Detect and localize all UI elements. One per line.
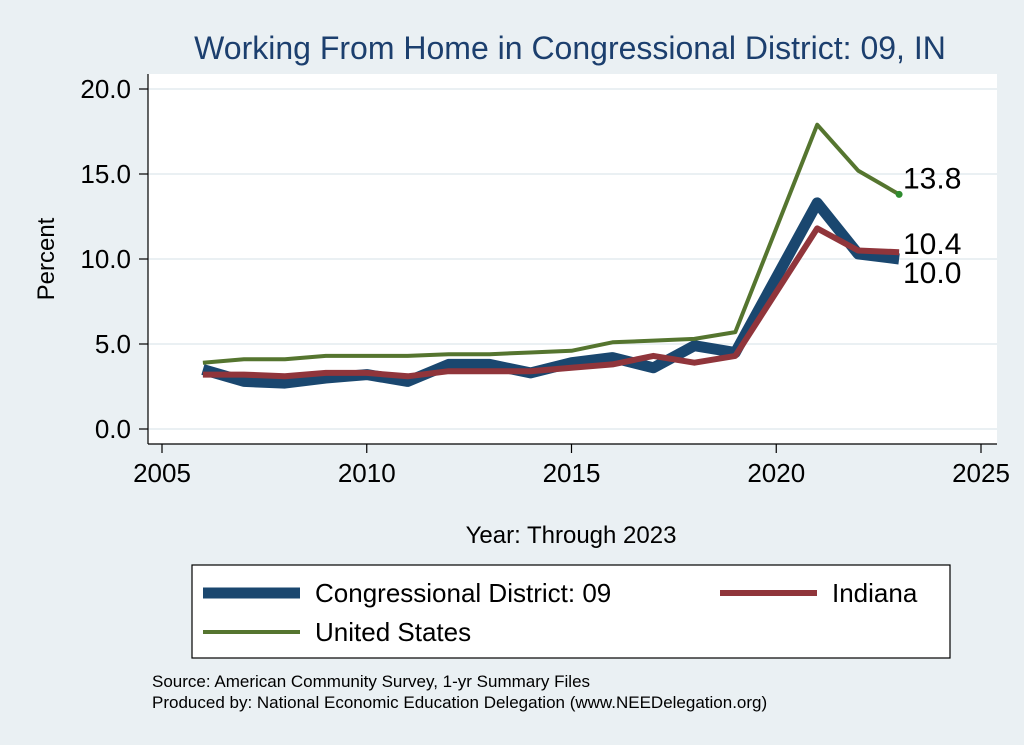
end-label-1: 10.4: [903, 228, 961, 261]
y-tick-label: 0.0: [95, 414, 131, 444]
legend: Congressional District: 09 Indiana United …: [191, 564, 951, 659]
end-label-0: 10.0: [903, 257, 961, 290]
y-tick-label: 15.0: [80, 159, 131, 189]
y-tick-label: 20.0: [80, 74, 131, 104]
series-line-2: [202, 122, 901, 365]
x-tick-label: 2020: [747, 458, 805, 488]
series-lines: [201, 122, 903, 389]
gridlines: [148, 88, 997, 430]
chart-title: Working From Home in Congressional Distr…: [194, 30, 946, 66]
producer-note: Produced by: National Economic Education…: [152, 693, 767, 712]
y-tick-label: 5.0: [95, 329, 131, 359]
legend-label-0: Congressional District: 09: [315, 578, 611, 608]
x-axis-title: Year: Through 2023: [466, 522, 677, 549]
end-label-2: 13.8: [903, 162, 961, 195]
source-note: Source: American Community Survey, 1-yr …: [152, 672, 590, 691]
y-axis-title: Percent: [33, 217, 60, 300]
x-tick-label: 2005: [133, 458, 191, 488]
legend-label-1: Indiana: [832, 578, 918, 608]
series-line-1: [202, 225, 900, 380]
y-tick-label: 10.0: [80, 244, 131, 274]
series-end-marker: [895, 190, 903, 198]
x-tick-label: 2010: [338, 458, 396, 488]
x-tick-label: 2015: [543, 458, 601, 488]
axes: 0.0 5.0 10.0 15.0 20.0 2005 2010 2015 2020 2025: [80, 74, 1010, 488]
legend-box: [191, 564, 951, 659]
x-tick-label: 2025: [952, 458, 1010, 488]
legend-label-2: United States: [315, 617, 471, 647]
end-labels: 10.010.4 13.8: [903, 162, 961, 290]
